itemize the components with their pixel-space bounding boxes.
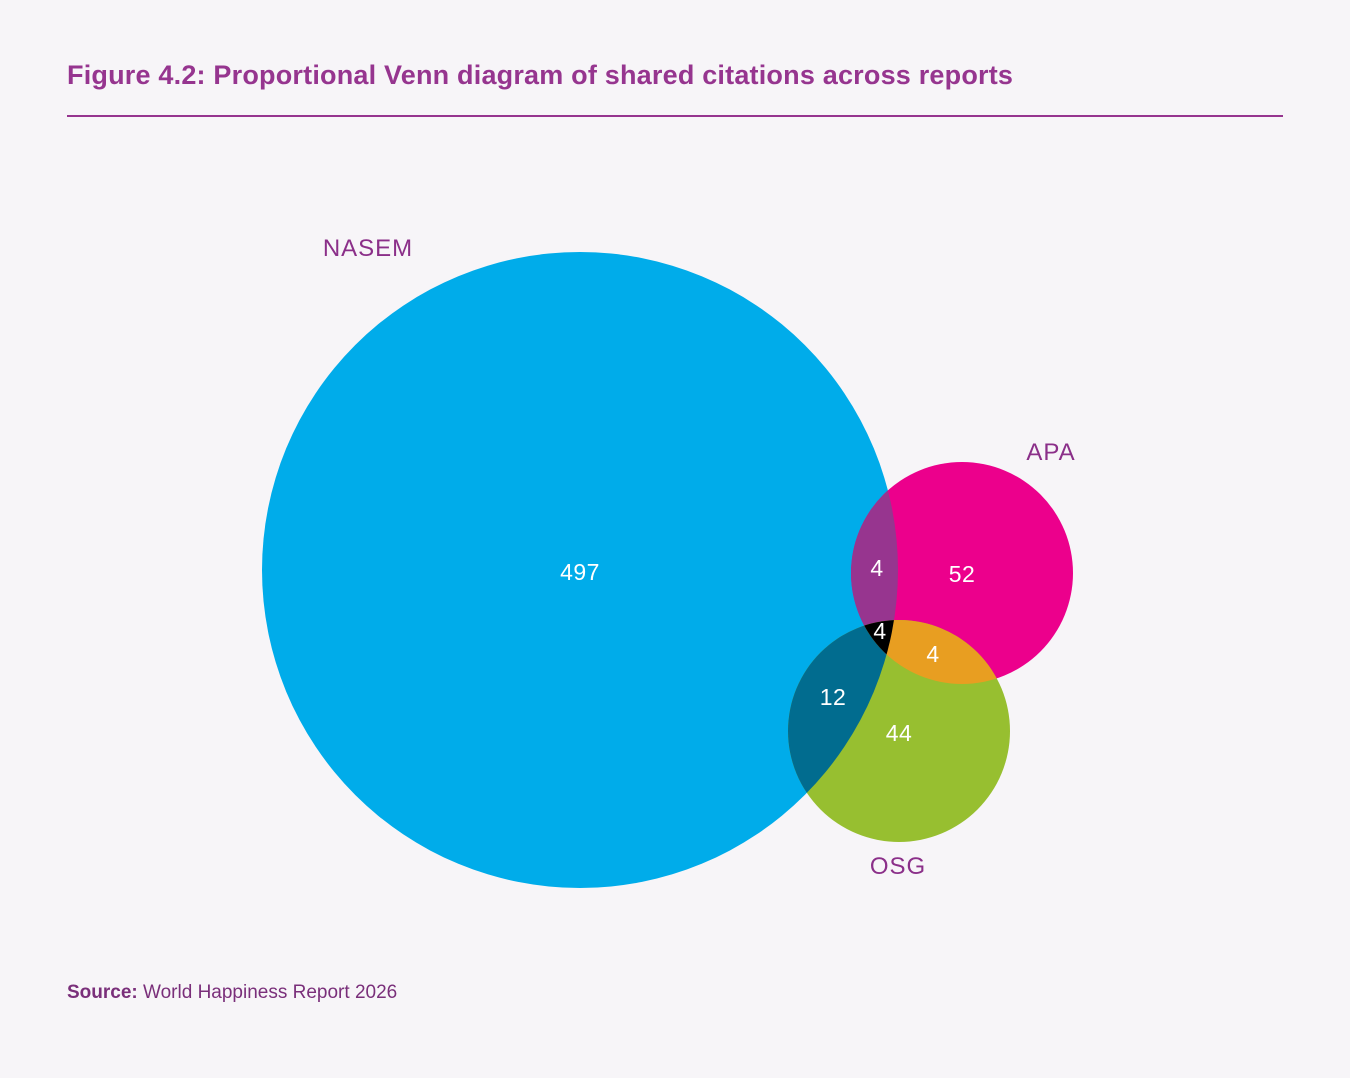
apa-label: APA (1026, 439, 1075, 466)
all-three-count: 4 (873, 618, 886, 644)
source-text: World Happiness Report 2026 (137, 982, 398, 1003)
nasem-apa-count: 4 (870, 555, 883, 581)
nasem-only-count: 497 (560, 559, 600, 585)
nasem-osg-count: 12 (820, 684, 847, 710)
title-divider (67, 115, 1283, 117)
apa-only-count: 52 (949, 561, 976, 587)
nasem-label: NASEM (323, 235, 413, 262)
osg-only-count: 44 (886, 720, 913, 746)
figure-title: Figure 4.2: Proportional Venn diagram of… (67, 60, 1014, 90)
source-key: Source: (67, 982, 138, 1003)
source-note: Source: World Happiness Report 2026 (67, 982, 397, 1004)
osg-label: OSG (870, 853, 926, 880)
apa-osg-count: 4 (926, 641, 939, 667)
nasem-circle (262, 252, 898, 888)
apa-osg-overlap (851, 620, 1010, 684)
